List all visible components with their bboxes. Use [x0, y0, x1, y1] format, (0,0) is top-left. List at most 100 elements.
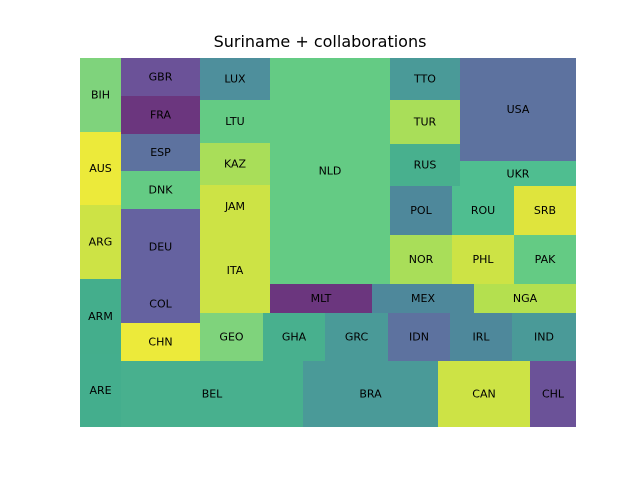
treemap-cell-col: COL [121, 285, 200, 323]
treemap-cell-label: BEL [202, 388, 223, 401]
treemap-cell-rect [390, 58, 460, 100]
treemap-cell-rect [80, 205, 121, 279]
treemap-cell-label: CHN [148, 336, 172, 349]
treemap-cell-rect [452, 186, 514, 235]
treemap-cell-label: JAM [224, 200, 245, 213]
treemap-cell-label: ROU [471, 204, 495, 217]
treemap-cell-label: FRA [150, 109, 172, 122]
treemap-cell-rect [514, 186, 576, 235]
treemap-cell-rect [263, 313, 325, 361]
treemap-cell-rect [121, 361, 303, 427]
treemap-cell-irl: IRL [450, 313, 512, 361]
treemap-cell-label: POL [410, 204, 432, 217]
treemap-cell-fra: FRA [121, 96, 200, 134]
treemap-cell-rect [200, 100, 270, 143]
treemap-cell-pak: PAK [514, 235, 576, 284]
treemap-cell-idn: IDN [388, 313, 450, 361]
treemap-cell-label: TTO [413, 73, 436, 86]
treemap-cell-rect [121, 323, 200, 361]
treemap-cell-ltu: LTU [200, 100, 270, 143]
treemap-cell-rect [372, 284, 474, 313]
treemap-cell-can: CAN [438, 361, 530, 427]
treemap-cell-ind: IND [512, 313, 576, 361]
treemap-cell-label: DEU [149, 241, 172, 254]
treemap-cell-label: COL [149, 298, 172, 311]
treemap-cell-label: NGA [513, 292, 538, 305]
treemap-cell-aus: AUS [80, 132, 121, 205]
treemap-cell-rect [121, 171, 200, 209]
treemap-cell-dnk: DNK [121, 171, 200, 209]
treemap-cell-label: BRA [359, 388, 382, 401]
treemap-cell-arm: ARM [80, 279, 121, 354]
treemap-cell-rect [121, 209, 200, 285]
treemap-cell-kaz: KAZ [200, 143, 270, 185]
treemap-cell-pol: POL [390, 186, 452, 235]
treemap-cell-rect [530, 361, 576, 427]
treemap-cell-rect [121, 58, 200, 96]
treemap-cell-gha: GHA [263, 313, 325, 361]
treemap-cell-rect [303, 361, 438, 427]
treemap-cell-label: GBR [149, 71, 173, 84]
treemap-cell-label: GEO [219, 331, 243, 344]
treemap-cell-label: ARE [89, 384, 111, 397]
treemap-cell-rect [390, 144, 460, 186]
treemap-cell-label: AUS [89, 162, 112, 175]
treemap-cell-rect [390, 100, 460, 144]
treemap-cell-label: LUX [224, 73, 246, 86]
treemap-cell-mex: MEX [372, 284, 474, 313]
treemap-cell-tto: TTO [390, 58, 460, 100]
treemap-cell-label: USA [507, 103, 530, 116]
treemap-cell-mlt: MLT [270, 284, 372, 313]
treemap-cell-rect [121, 134, 200, 171]
treemap-cell-label: MLT [311, 292, 332, 305]
treemap-cell-label: GHA [282, 331, 307, 344]
treemap-cell-ita: ITA [200, 228, 270, 313]
treemap-cell-rect [388, 313, 450, 361]
treemap-cell-label: NLD [319, 165, 342, 178]
treemap-cell-label: PAK [535, 253, 556, 266]
treemap-cell-rect [80, 279, 121, 354]
treemap-cell-rect [80, 354, 121, 427]
treemap-cell-label: GRC [345, 331, 369, 344]
treemap-cell-phl: PHL [452, 235, 514, 284]
treemap-cell-tur: TUR [390, 100, 460, 144]
treemap-cell-lux: LUX [200, 58, 270, 100]
treemap-cell-label: PHL [472, 253, 494, 266]
treemap-cell-rect [121, 285, 200, 323]
treemap-cell-rect [270, 58, 390, 284]
treemap-cell-rect [121, 96, 200, 134]
treemap-cell-rect [452, 235, 514, 284]
treemap-cell-rect [450, 313, 512, 361]
treemap-cell-label: ARM [88, 310, 113, 323]
treemap-cell-rect [200, 313, 263, 361]
treemap-cell-ukr: UKR [460, 161, 576, 187]
treemap-cell-label: ESP [150, 146, 171, 159]
treemap-cell-esp: ESP [121, 134, 200, 171]
treemap-cell-label: ARG [89, 236, 113, 249]
treemap-cell-rect [200, 143, 270, 185]
treemap-cell-geo: GEO [200, 313, 263, 361]
treemap-cell-rect [80, 58, 121, 132]
chart-title: Suriname + collaborations [213, 32, 427, 51]
treemap-cell-label: DNK [149, 184, 174, 197]
treemap-cell-arg: ARG [80, 205, 121, 279]
treemap-cell-rect [460, 161, 576, 187]
treemap-cell-rect [514, 235, 576, 284]
treemap-cell-label: MEX [411, 292, 435, 305]
treemap-cell-rect [80, 132, 121, 205]
treemap-cell-gbr: GBR [121, 58, 200, 96]
treemap-cell-rect [512, 313, 576, 361]
treemap-cell-bih: BIH [80, 58, 121, 132]
treemap-cell-label: ITA [227, 264, 244, 277]
treemap-cell-nld: NLD [270, 58, 390, 284]
treemap-cell-bra: BRA [303, 361, 438, 427]
treemap-cell-rect [460, 58, 576, 161]
treemap-cell-usa: USA [460, 58, 576, 161]
treemap-cell-label: UKR [507, 168, 530, 181]
treemap-cell-are: ARE [80, 354, 121, 427]
treemap-cell-rect [200, 228, 270, 313]
treemap-cell-label: IRL [472, 331, 490, 344]
treemap-cell-rect [270, 284, 372, 313]
treemap-cell-label: SRB [534, 204, 556, 217]
